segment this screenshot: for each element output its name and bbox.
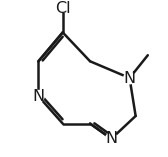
Ellipse shape (106, 133, 117, 145)
Ellipse shape (55, 4, 70, 12)
Text: N: N (32, 89, 45, 104)
Text: N: N (105, 131, 117, 146)
Text: Cl: Cl (55, 1, 71, 16)
Ellipse shape (124, 72, 135, 84)
Text: N: N (123, 70, 136, 86)
Ellipse shape (33, 90, 44, 102)
